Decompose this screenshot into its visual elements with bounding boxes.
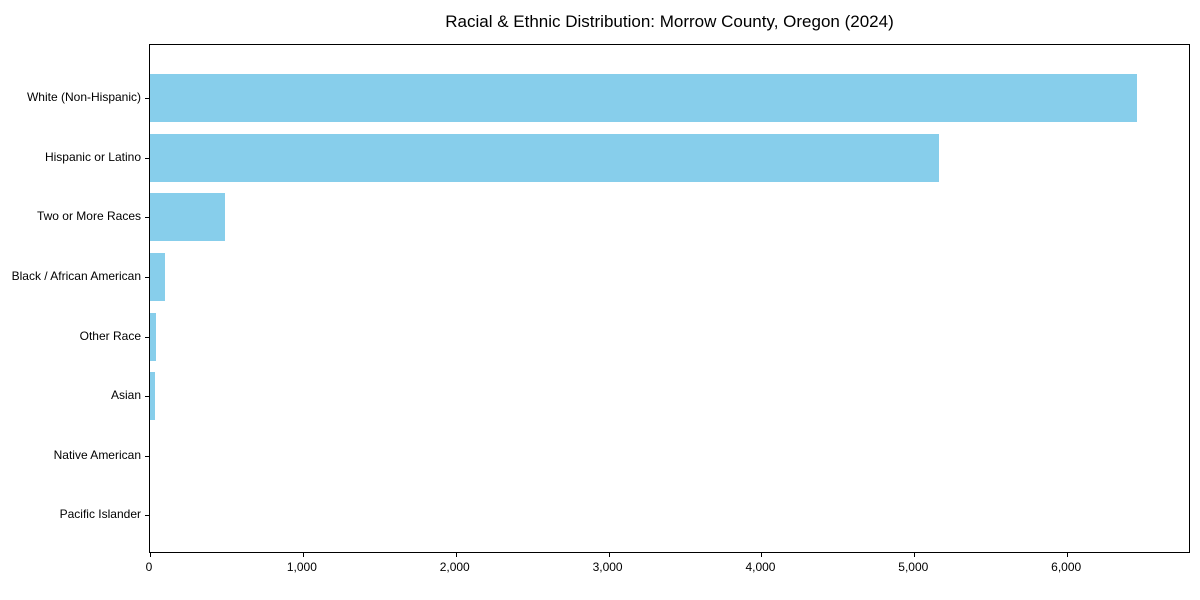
y-axis-label: Black / African American	[11, 268, 141, 283]
y-axis-label: Two or More Races	[36, 209, 141, 224]
y-tick-mark	[145, 455, 149, 457]
bar	[150, 74, 1138, 122]
y-axis-label: Asian	[110, 388, 141, 403]
bar	[150, 372, 156, 421]
x-tick-mark	[914, 553, 916, 557]
x-tick-label: 1,000	[286, 560, 317, 574]
y-axis-label: Native American	[53, 447, 141, 462]
y-tick-mark	[145, 515, 149, 517]
y-tick-mark	[145, 157, 149, 159]
x-tick-label: 5,000	[898, 560, 929, 574]
y-axis-label: White (Non-Hispanic)	[26, 90, 141, 104]
plot-area	[145, 44, 1190, 557]
x-tick-mark	[1067, 553, 1069, 557]
x-tick-label: 2,000	[439, 560, 470, 574]
y-tick-mark	[145, 396, 149, 398]
x-tick-label: 4,000	[745, 560, 776, 574]
y-tick-mark	[145, 217, 149, 219]
y-tick-mark	[145, 276, 149, 278]
y-tick-mark	[145, 98, 149, 99]
y-axis-label: Pacific Islander	[59, 507, 141, 522]
bar	[150, 252, 166, 301]
bar	[150, 133, 939, 182]
x-tick-mark	[761, 553, 763, 557]
x-tick-label: 3,000	[592, 560, 623, 574]
y-axis-label: Hispanic or Latino	[44, 149, 141, 164]
chart-title: Racial & Ethnic Distribution: Morrow Cou…	[445, 12, 894, 31]
x-tick-mark	[302, 553, 304, 557]
x-tick-label: 6,000	[1051, 560, 1082, 574]
x-tick-label: 0	[145, 560, 153, 574]
x-tick-mark	[455, 553, 457, 557]
y-tick-mark	[145, 336, 149, 338]
x-tick-mark	[150, 553, 151, 557]
y-axis-label: Other Race	[79, 328, 141, 343]
x-tick-mark	[608, 553, 610, 557]
bar	[150, 312, 157, 361]
bar	[150, 193, 225, 242]
